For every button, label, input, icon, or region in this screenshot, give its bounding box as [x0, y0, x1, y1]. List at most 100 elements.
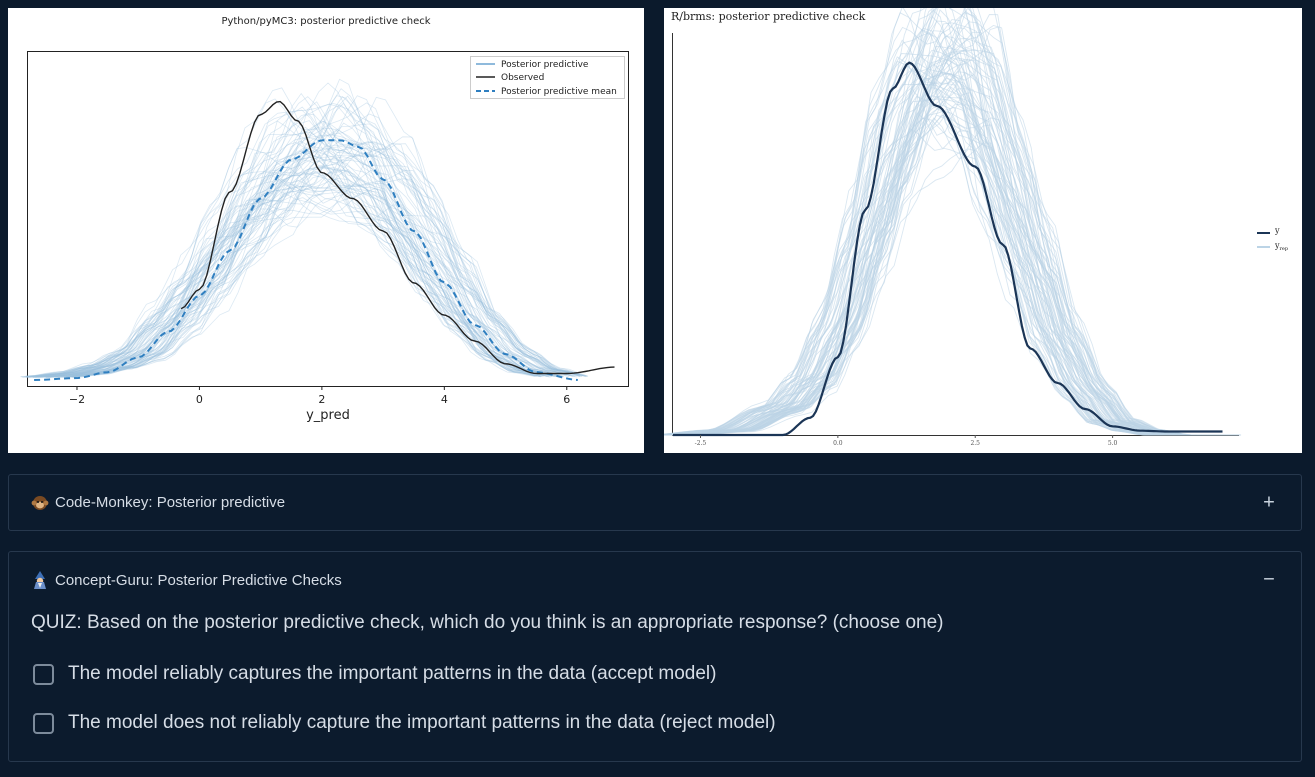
yrep-draw-line — [664, 128, 1207, 436]
posterior-draw-line — [45, 187, 561, 378]
yrep-draw-line — [674, 77, 1219, 436]
yrep-draw-line — [669, 112, 1214, 436]
yrep-draw-line — [664, 77, 1197, 436]
monkey-icon — [31, 495, 49, 510]
posterior-draw-line — [44, 134, 560, 377]
posterior-draw-line — [29, 120, 544, 378]
chart-title: Python/pyMC3: posterior predictive check — [221, 16, 430, 27]
accordion-code-monkey: Code-Monkey: Posterior predictive + — [8, 474, 1302, 531]
plot-frame — [27, 51, 629, 387]
x-tick-label: 4 — [441, 393, 448, 406]
x-tick-label: -2.5 — [695, 440, 707, 447]
x-tick-label: 5.0 — [1108, 440, 1118, 447]
posterior-draw-line — [20, 120, 536, 377]
legend: y yrep — [1257, 226, 1288, 252]
yrep-draw-line — [668, 72, 1213, 436]
checkbox[interactable] — [33, 663, 54, 685]
yrep-draw-line — [685, 51, 1230, 436]
posterior-predictive-mean-line — [34, 139, 578, 381]
posterior-draw-line — [38, 112, 553, 377]
posterior-draw-line — [54, 197, 570, 379]
yrep-draw-line — [670, 114, 1215, 436]
expand-icon[interactable]: + — [1263, 491, 1275, 513]
yrep-draw-line — [669, 104, 1214, 436]
posterior-draw-line — [67, 102, 583, 378]
posterior-draw-line — [41, 166, 557, 378]
yrep-draw-line — [695, 8, 1240, 436]
posterior-draw-line — [60, 129, 575, 378]
posterior-draw-line — [65, 113, 581, 377]
observed-line — [180, 100, 615, 375]
yrep-draw-line — [695, 8, 1240, 436]
posterior-draw-line — [66, 113, 581, 378]
checkbox[interactable] — [33, 712, 54, 734]
posterior-draw-line — [32, 136, 547, 378]
posterior-draw-line — [71, 95, 587, 377]
posterior-draw-line — [61, 120, 576, 378]
posterior-draw-line — [45, 142, 561, 378]
posterior-draw-line — [32, 96, 547, 378]
posterior-draw-line — [40, 166, 555, 378]
yrep-draw-line — [689, 114, 1234, 436]
posterior-draw-line — [49, 147, 564, 378]
x-tick-label: 2.5 — [970, 440, 980, 447]
yrep-draw-line — [664, 82, 1202, 436]
yrep-draw-line — [693, 72, 1238, 436]
posterior-draw-line — [71, 141, 586, 378]
posterior-draw-line — [68, 101, 584, 378]
posterior-predictive-draws — [20, 78, 589, 379]
legend-item-yrep: yrep — [1274, 241, 1288, 252]
accordion-header-code-monkey[interactable]: Code-Monkey: Posterior predictive + — [31, 475, 1279, 530]
posterior-draw-line — [38, 150, 553, 378]
posterior-draw-line — [20, 164, 535, 378]
posterior-draw-line — [21, 179, 537, 378]
legend-item-posterior-predictive: Posterior predictive — [501, 60, 589, 70]
yrep-draw-line — [691, 59, 1236, 436]
posterior-draw-line — [73, 96, 588, 377]
yrep-draw-line — [686, 117, 1231, 436]
legend: Posterior predictive Observed Posterior … — [470, 56, 625, 99]
posterior-draw-line — [73, 170, 588, 377]
posterior-draw-line — [24, 150, 539, 377]
posterior-draw-line — [47, 141, 563, 378]
accordion-label: Code-Monkey: Posterior predictive — [55, 494, 286, 511]
option-label: The model reliably captures the importan… — [68, 663, 717, 684]
yrep-draw-line — [684, 15, 1229, 436]
option-label: The model does not reliably capture the … — [68, 712, 776, 733]
x-axis-ticks: −2 0 2 4 6 — [69, 386, 570, 406]
brms-ppc-chart: R/brms: posterior predictive check -2.5 0… — [664, 8, 1302, 453]
x-tick-label: 0 — [196, 393, 203, 406]
collapse-icon[interactable]: − — [1263, 568, 1275, 591]
posterior-draw-line — [62, 167, 577, 378]
posterior-draw-line — [43, 172, 558, 378]
yrep-draw-line — [686, 124, 1231, 436]
x-tick-label: 2 — [318, 393, 325, 406]
yrep-draw-line — [664, 94, 1204, 436]
posterior-draw-line — [54, 95, 569, 378]
legend-item-posterior-predictive-mean: Posterior predictive mean — [501, 87, 617, 97]
posterior-draw-line — [43, 152, 559, 377]
quiz-option-accept[interactable]: The model reliably captures the importan… — [33, 663, 716, 685]
posterior-draw-line — [52, 82, 567, 377]
posterior-draw-line — [65, 123, 581, 377]
yrep-draw-line — [689, 50, 1234, 436]
quiz-option-reject[interactable]: The model does not reliably capture the … — [33, 712, 776, 734]
posterior-draw-line — [33, 163, 548, 378]
posterior-draw-line — [34, 178, 550, 378]
posterior-draw-line — [67, 169, 583, 378]
posterior-draw-line — [71, 160, 586, 378]
quiz-question: QUIZ: Based on the posterior predictive … — [31, 612, 944, 633]
posterior-draw-line — [25, 92, 541, 377]
accordion-header-concept-guru[interactable]: Concept-Guru: Posterior Predictive Check… — [31, 552, 1279, 608]
posterior-draw-line — [29, 126, 545, 378]
yrep-draws — [664, 8, 1242, 436]
posterior-draw-line — [26, 171, 542, 378]
posterior-draw-line — [59, 167, 574, 378]
yrep-draw-line — [664, 57, 1204, 436]
posterior-draw-line — [26, 185, 541, 378]
posterior-draw-line — [49, 191, 564, 378]
yrep-draw-line — [664, 60, 1195, 436]
yrep-draw-line — [693, 26, 1238, 436]
legend-item-y: y — [1274, 226, 1280, 235]
y-observed-line — [673, 61, 1223, 437]
